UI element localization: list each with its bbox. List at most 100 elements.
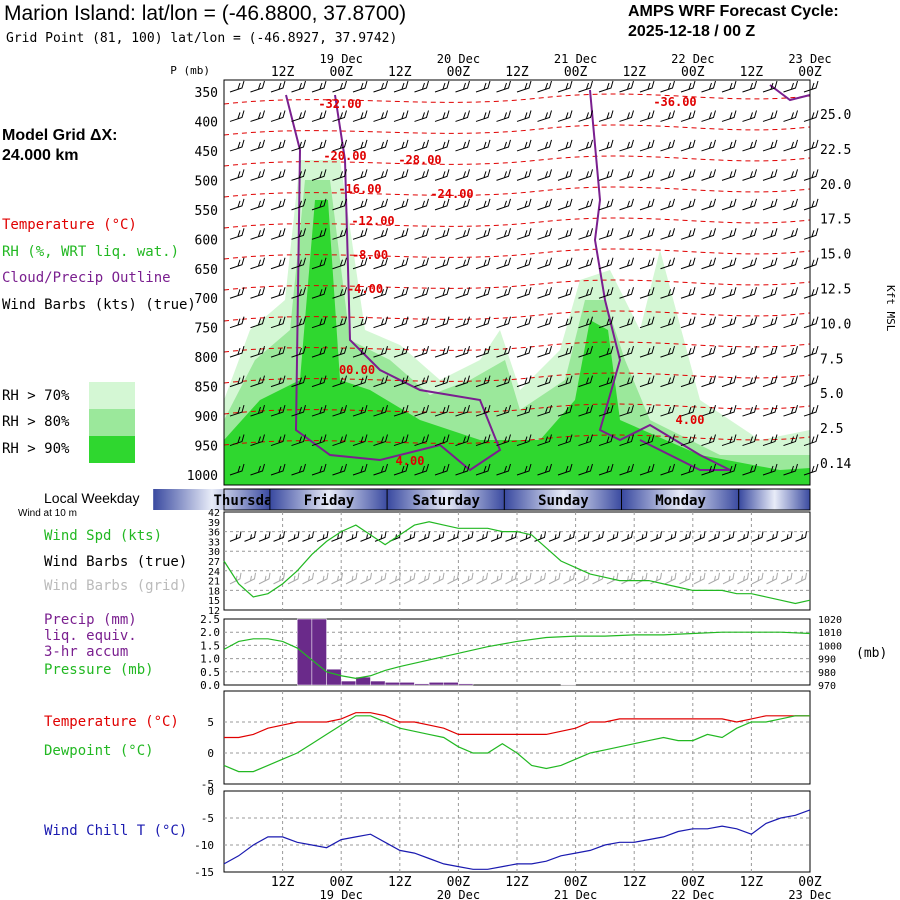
- wind-barb: [496, 316, 511, 329]
- temperature-contour-label: -20.00: [323, 149, 366, 163]
- wind-barb: [721, 198, 737, 211]
- wind-barb: [475, 139, 491, 152]
- wind-barb: [414, 346, 429, 358]
- wind-barb: [393, 80, 409, 93]
- wind-barb: [434, 169, 450, 181]
- wind-barb: [393, 228, 409, 240]
- wind-barb-grid: [751, 572, 764, 585]
- wind-barb: [578, 198, 593, 211]
- wind-barb: [660, 80, 675, 93]
- wind-barb: [455, 257, 470, 270]
- wind-barb: [783, 257, 798, 270]
- wind-barb: [742, 139, 757, 152]
- wind-barb: [291, 346, 306, 358]
- wind-barb: [414, 375, 429, 388]
- wind-barb: [434, 463, 450, 476]
- kft-tick-label: 25.0: [820, 108, 851, 123]
- temperature-contour: [223, 155, 811, 167]
- wind-barb: [680, 169, 696, 181]
- wind-barb: [537, 228, 552, 240]
- kft-axis-label: Kft MSL: [884, 285, 897, 332]
- wind-barb-grid: [331, 572, 343, 585]
- wind-barb: [250, 404, 265, 417]
- wind-barb: [783, 139, 798, 152]
- wind-barb: [537, 80, 552, 93]
- temperature-contour-label: -32.00: [318, 97, 361, 111]
- wind-barb: [803, 463, 819, 476]
- wind-barb: [332, 169, 347, 181]
- wind-barb: [803, 434, 819, 447]
- pressure-tick-label: 650: [195, 263, 218, 278]
- wind-barb: [270, 434, 286, 447]
- wind-barb: [393, 375, 409, 388]
- legend-temperature: Temperature (°C): [2, 217, 137, 233]
- wind-barb: [291, 434, 306, 447]
- wind-barb-true: [751, 531, 764, 542]
- wind-barb: [721, 228, 737, 240]
- wind-barb: [803, 139, 819, 152]
- wind-barb: [803, 198, 819, 211]
- wind-barb: [660, 463, 675, 476]
- temperature-contour-label: 4.00: [396, 454, 425, 468]
- bottom-hour-label: 12Z: [740, 875, 764, 890]
- wind-barb: [496, 110, 511, 122]
- wind-barb: [619, 375, 634, 388]
- temperature-tick-label: 5: [207, 716, 214, 729]
- precip-bar: [370, 680, 386, 686]
- wind-barb: [783, 80, 798, 93]
- wind-barb: [332, 404, 347, 417]
- wind-barb: [598, 316, 614, 329]
- rh-shading-2: [224, 200, 810, 485]
- pressure-tick-label: 950: [195, 440, 218, 455]
- legend-rh80-label: RH > 80%: [2, 414, 70, 430]
- wind-barbs-grid-label: Wind Barbs (grid): [44, 578, 188, 594]
- wind-barb: [537, 346, 552, 358]
- bottom-hour-label: 00Z: [564, 875, 588, 890]
- wind-barb: [721, 110, 737, 122]
- wind-barb-grid: [722, 572, 735, 585]
- top-hour-label: 12Z: [271, 65, 295, 80]
- wind-barb: [783, 434, 798, 447]
- wind-barb: [455, 228, 470, 240]
- wind-barb: [721, 316, 737, 329]
- wind-barb-true: [287, 531, 300, 542]
- wind-barb: [578, 463, 593, 476]
- wind-barb: [373, 228, 388, 240]
- wind-barb: [762, 169, 778, 181]
- wind-barb: [455, 198, 470, 211]
- wind-barb-true: [519, 531, 532, 542]
- wind-barb: [680, 110, 696, 122]
- wind-barb-grid: [476, 572, 488, 585]
- wind-barb: [250, 375, 265, 388]
- cloud-outline: [285, 94, 502, 472]
- wind-barb: [742, 198, 757, 211]
- weekday-cell: [270, 489, 388, 510]
- precip-bar: [414, 683, 430, 686]
- wind-barb: [598, 346, 614, 358]
- wind-barb: [598, 169, 614, 181]
- temperature-contour: [223, 248, 811, 260]
- wind-barb: [537, 316, 552, 329]
- wind-barb: [311, 110, 327, 122]
- wind-speed-label: Wind Spd (kts): [44, 528, 163, 544]
- forecast-cycle-value: 2025-12-18 / 00 Z: [628, 23, 756, 40]
- wind-barb-grid: [577, 572, 590, 585]
- kft-tick-label: 0.14: [820, 457, 851, 472]
- wind-barb: [496, 375, 511, 388]
- wind-barb: [516, 80, 532, 93]
- wind-barb: [557, 257, 573, 270]
- wind-barb-grid: [519, 572, 532, 585]
- wind-barb: [557, 139, 573, 152]
- weekday-label: Sunday: [538, 493, 589, 509]
- wind-barb: [598, 434, 614, 447]
- precip-tick-label: 0.5: [200, 666, 220, 679]
- weekday-label: Monday: [655, 493, 706, 509]
- precip-tick-label: 1.0: [200, 653, 220, 666]
- wind-speed-line: [223, 521, 811, 605]
- wind-barb: [291, 287, 306, 299]
- wind-barb: [332, 375, 347, 388]
- wind-barb: [311, 346, 327, 358]
- wind-barb-true: [737, 531, 749, 542]
- top-hour-label: 00Z: [681, 65, 705, 80]
- wind-barb-true: [360, 531, 372, 542]
